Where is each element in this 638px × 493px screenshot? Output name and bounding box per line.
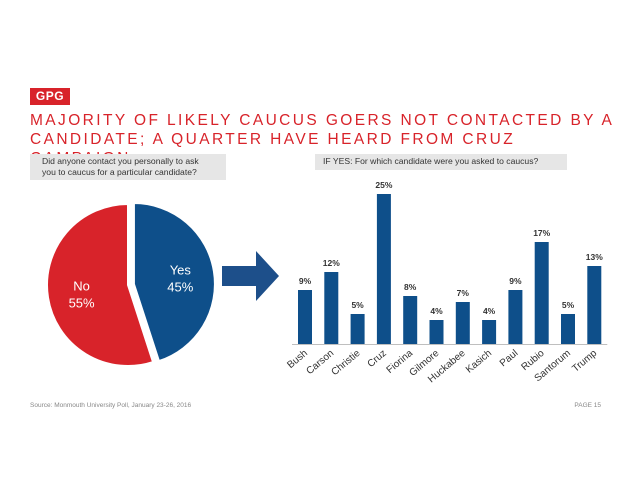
bar-value-label-christie: 5%: [351, 300, 364, 310]
source-note: Source: Monmouth University Poll, Januar…: [30, 402, 192, 409]
bar-santorum: [561, 314, 575, 344]
bar-value-label-rubio: 17%: [533, 228, 550, 238]
bar-christie: [350, 314, 365, 344]
bar-cruz: [376, 194, 391, 344]
pie-question-line-1: Did anyone contact you personally to ask: [42, 156, 199, 166]
slide-title: MAJORITY OF LIKELY CAUCUS GOERS NOT CONT…: [30, 111, 620, 168]
x-tick-label-trump: Trump: [570, 348, 599, 375]
pie-slice-yes: [132, 202, 216, 363]
bar-gilmore: [429, 320, 444, 344]
bar-value-label-cruz: 25%: [375, 180, 392, 190]
pie-value-yes: 45%: [167, 280, 193, 295]
bar-question-box: IF YES: For which candidate were you ask…: [315, 154, 567, 170]
bar-value-label-bush: 9%: [299, 276, 312, 286]
x-tick-label-paul: Paul: [498, 348, 520, 369]
bar-carson: [324, 272, 339, 344]
x-tick-label-kasich: Kasich: [464, 348, 494, 376]
bar-question-text: IF YES: For which candidate were you ask…: [323, 156, 539, 166]
gpg-logo: GPG: [30, 88, 70, 105]
right-arrow-icon: [222, 251, 279, 301]
bar-value-label-huckabee: 7%: [457, 288, 470, 298]
bar-trump: [587, 266, 602, 344]
bar-value-label-gilmore: 4%: [430, 306, 443, 316]
slide-title-line-1: MAJORITY OF LIKELY CAUCUS GOERS NOT CONT…: [30, 112, 615, 129]
bar-value-label-kasich: 4%: [483, 306, 496, 316]
bar-value-label-carson: 12%: [323, 258, 340, 268]
pie-label-no: No: [73, 278, 90, 293]
pie-question-line-2: you to caucus for a particular candidate…: [42, 167, 197, 177]
page-number: PAGE 15: [574, 402, 601, 409]
pie-question-box: Did anyone contact you personally to ask…: [30, 154, 226, 180]
pie-slice-no: [46, 202, 155, 367]
bar-rubio: [534, 242, 549, 344]
bar-fiorina: [403, 296, 418, 344]
x-tick-label-christie: Christie: [329, 348, 362, 378]
bar-paul: [508, 290, 523, 344]
bar-kasich: [482, 320, 497, 344]
bar-value-label-santorum: 5%: [562, 300, 575, 310]
bar-value-label-paul: 9%: [509, 276, 522, 286]
pie-value-no: 55%: [69, 295, 95, 310]
bar-bush: [298, 290, 312, 344]
pie-label-yes: Yes: [170, 263, 192, 278]
bar-value-label-trump: 13%: [586, 252, 603, 262]
bar-huckabee: [455, 302, 470, 344]
bar-value-label-fiorina: 8%: [404, 282, 417, 292]
